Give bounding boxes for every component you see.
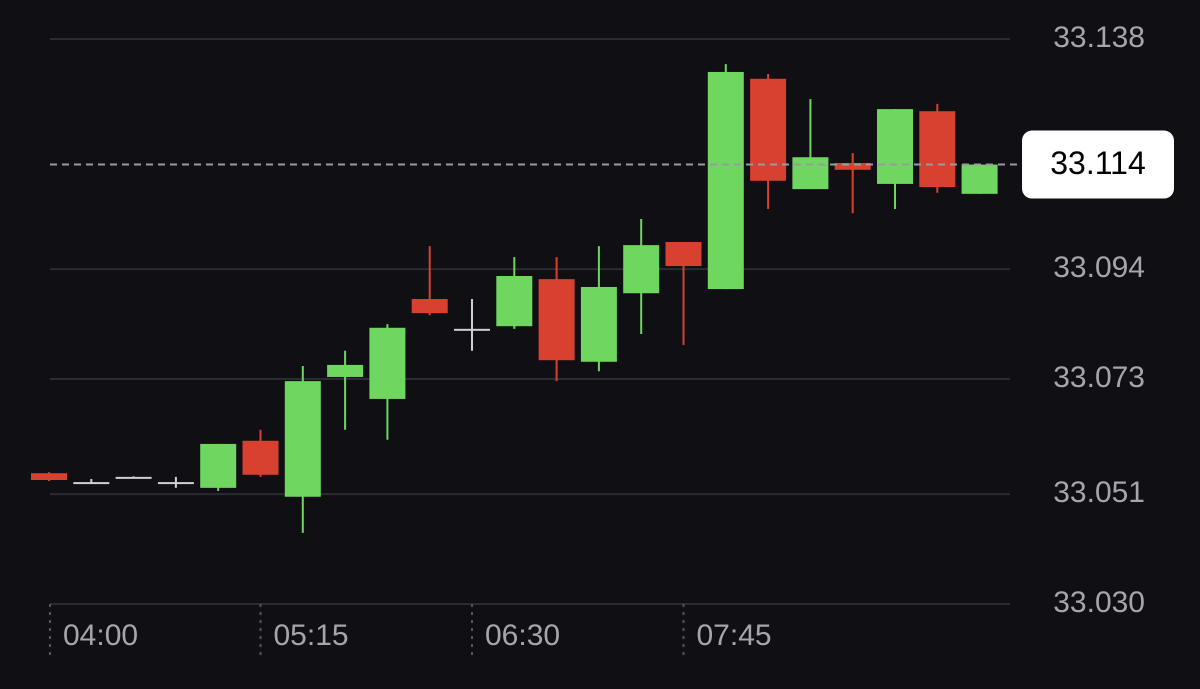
candle-body [327,364,364,377]
candle-body [961,164,998,194]
candle-body [580,286,617,362]
y-tick-label: 33.073 [1053,361,1145,394]
x-tick-label: 07:45 [697,619,772,652]
candle-body [31,473,67,481]
x-tick-label: 06:30 [485,619,560,652]
candle-body [538,279,575,361]
y-tick-label: 33.051 [1053,476,1145,509]
candle-body [242,440,279,475]
candle-body [115,476,152,479]
y-tick-label: 33.138 [1053,21,1145,54]
candle-body [834,162,871,170]
candle-body [707,71,744,290]
y-tick-label: 33.030 [1053,586,1145,619]
x-tick-label: 04:00 [63,619,138,652]
current-price-label: 33.114 [1050,145,1146,181]
candle-body [623,245,660,294]
candle-body [792,157,829,190]
candle-body [157,482,194,485]
x-tick-label: 05:15 [274,619,349,652]
current-price-box [1022,130,1174,199]
candle-body [919,111,956,188]
y-tick-label: 33.094 [1053,251,1145,284]
candle-body [369,327,406,399]
candle-body [73,482,110,485]
candle-body [665,241,702,267]
candle-body [496,275,533,327]
candle-body [750,78,787,181]
candle-body [877,109,913,184]
candle-body [411,299,448,314]
candle-body [200,443,237,488]
candle-body [284,381,321,497]
candle-body [454,328,490,331]
